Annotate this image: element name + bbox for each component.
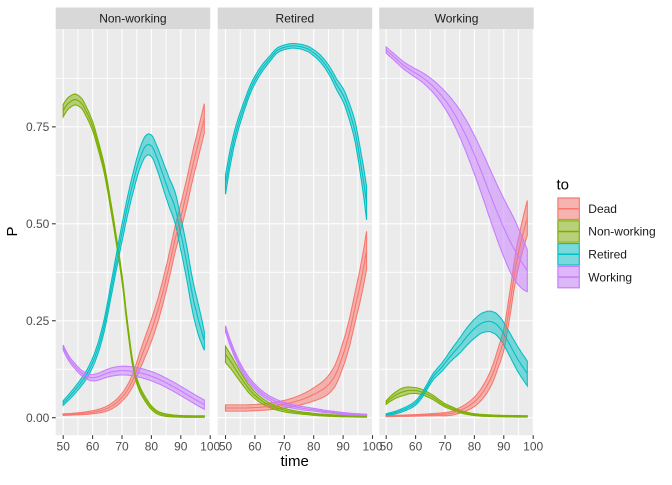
svg-text:90: 90 — [336, 440, 350, 454]
svg-text:50: 50 — [380, 440, 394, 454]
svg-text:50: 50 — [57, 440, 71, 454]
svg-text:70: 70 — [438, 440, 452, 454]
svg-text:90: 90 — [174, 440, 188, 454]
svg-text:70: 70 — [115, 440, 129, 454]
svg-text:60: 60 — [86, 440, 100, 454]
svg-text:100: 100 — [200, 440, 220, 454]
svg-text:Non-working: Non-working — [99, 12, 166, 26]
svg-text:to: to — [557, 177, 570, 194]
svg-text:time: time — [281, 453, 309, 470]
svg-text:0.50: 0.50 — [26, 217, 50, 231]
svg-text:Working: Working — [435, 12, 479, 26]
svg-text:Retired: Retired — [588, 248, 627, 262]
svg-text:P: P — [4, 226, 21, 236]
svg-text:60: 60 — [409, 440, 423, 454]
svg-text:80: 80 — [307, 440, 321, 454]
svg-text:70: 70 — [278, 440, 292, 454]
svg-text:60: 60 — [248, 440, 262, 454]
svg-text:Retired: Retired — [276, 12, 315, 26]
svg-text:90: 90 — [497, 440, 511, 454]
svg-text:0.25: 0.25 — [26, 314, 50, 328]
svg-text:Working: Working — [588, 270, 632, 284]
svg-text:80: 80 — [145, 440, 159, 454]
svg-text:80: 80 — [468, 440, 482, 454]
svg-text:Dead: Dead — [588, 202, 617, 216]
svg-text:100: 100 — [362, 440, 382, 454]
svg-text:Non-working: Non-working — [588, 225, 655, 239]
svg-text:100: 100 — [523, 440, 543, 454]
svg-text:0.75: 0.75 — [26, 120, 50, 134]
svg-text:0.00: 0.00 — [26, 411, 50, 425]
svg-text:50: 50 — [219, 440, 233, 454]
